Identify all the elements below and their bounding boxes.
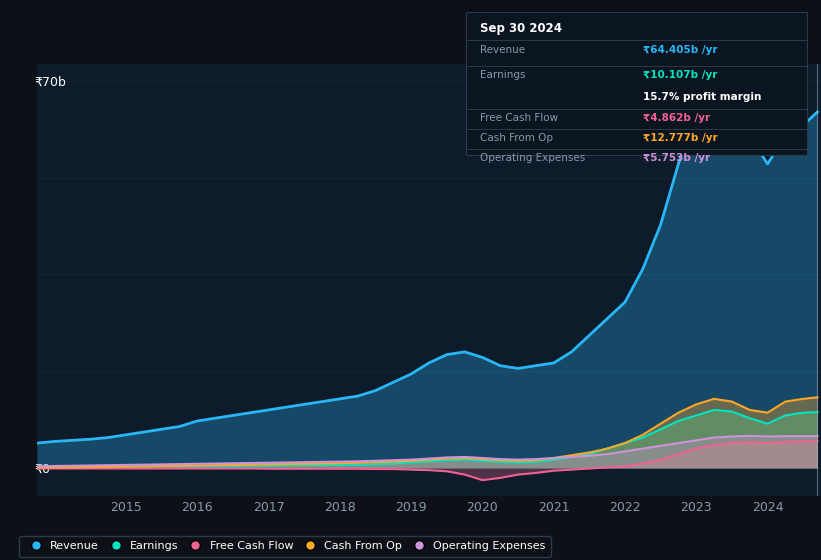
Text: ₹10.107b /yr: ₹10.107b /yr [644, 71, 718, 80]
Text: ₹64.405b /yr: ₹64.405b /yr [644, 45, 718, 55]
Text: Free Cash Flow: Free Cash Flow [480, 113, 558, 123]
Text: 15.7% profit margin: 15.7% profit margin [644, 92, 762, 102]
FancyBboxPatch shape [466, 12, 807, 155]
Legend: Revenue, Earnings, Free Cash Flow, Cash From Op, Operating Expenses: Revenue, Earnings, Free Cash Flow, Cash … [19, 536, 551, 557]
Text: Cash From Op: Cash From Op [480, 133, 553, 143]
Text: ₹5.753b /yr: ₹5.753b /yr [644, 153, 711, 163]
Text: Operating Expenses: Operating Expenses [480, 153, 585, 163]
Text: ₹12.777b /yr: ₹12.777b /yr [644, 133, 718, 143]
Text: Revenue: Revenue [480, 45, 525, 55]
Text: Sep 30 2024: Sep 30 2024 [480, 22, 562, 35]
Text: ₹4.862b /yr: ₹4.862b /yr [644, 113, 711, 123]
Text: Earnings: Earnings [480, 71, 525, 80]
